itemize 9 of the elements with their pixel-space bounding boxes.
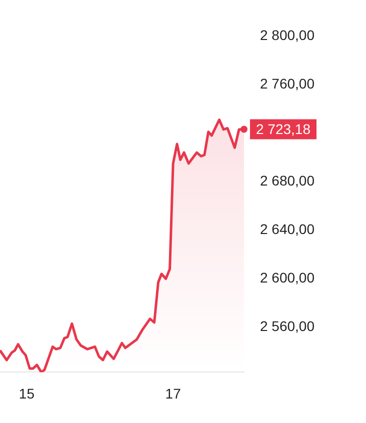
x-tick-label: 15 (18, 385, 35, 402)
y-tick-label: 2 800,00 (260, 26, 315, 43)
y-tick-label: 2 640,00 (260, 221, 315, 238)
y-tick-label: 2 760,00 (260, 75, 315, 92)
data-label: 2 723,18 (256, 121, 311, 138)
y-tick-label: 2 560,00 (260, 318, 315, 334)
x-tick-label: 17 (165, 385, 182, 402)
y-tick-label: 2 680,00 (260, 172, 315, 189)
y-tick-label: 2 600,00 (260, 270, 315, 286)
